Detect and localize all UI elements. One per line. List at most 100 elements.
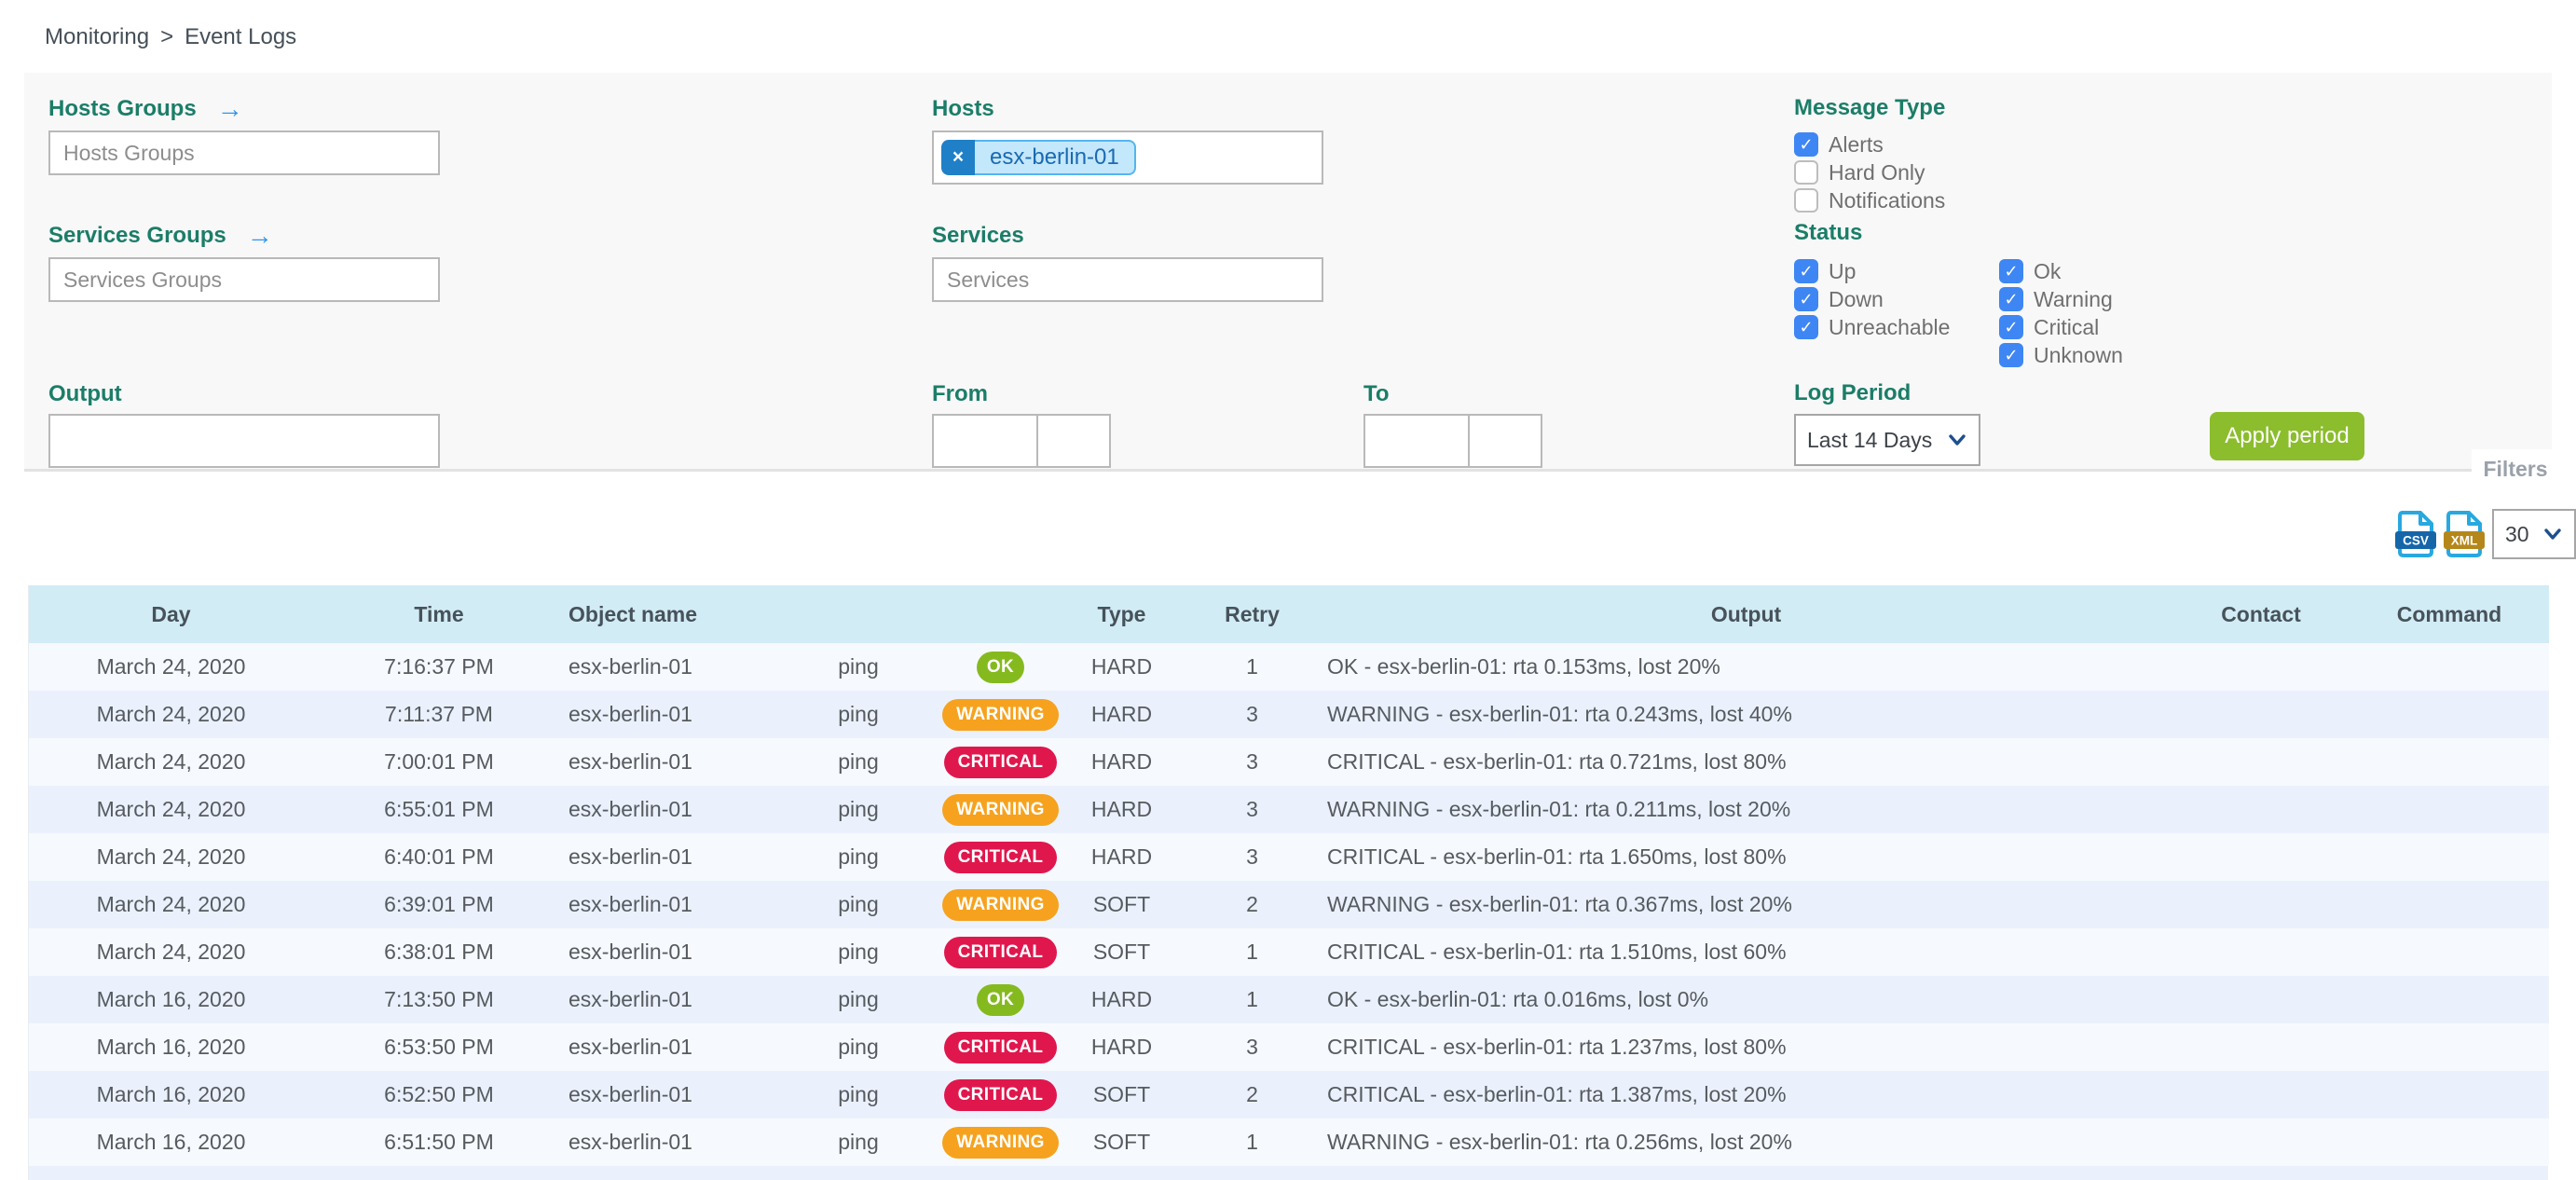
checkbox-checked-icon[interactable]: ✓ bbox=[1999, 343, 2023, 367]
checkbox-up[interactable]: ✓ Up bbox=[1794, 257, 1999, 285]
table-row: March 24, 2020 7:00:01 PM esx-berlin-01 … bbox=[29, 738, 2549, 786]
checkbox-critical[interactable]: ✓ Critical bbox=[1999, 313, 2123, 341]
log-period-select[interactable]: Last 14 Days bbox=[1794, 414, 1980, 466]
cell-status: CRITICAL bbox=[942, 1023, 1059, 1071]
status-badge: WARNING bbox=[942, 888, 1059, 921]
checkbox-checked-icon[interactable]: ✓ bbox=[1794, 287, 1818, 311]
table-row: March 24, 2020 7:11:37 PM esx-berlin-01 … bbox=[29, 691, 2549, 738]
to-date-input[interactable] bbox=[1363, 414, 1470, 468]
cell-service: ping bbox=[838, 892, 879, 916]
chip-remove-icon[interactable]: × bbox=[941, 140, 975, 175]
cell-day: March 16, 2020 bbox=[96, 1035, 246, 1059]
services-groups-input[interactable] bbox=[48, 257, 440, 302]
log-period-value: Last 14 Days bbox=[1807, 427, 1933, 452]
checkbox-checked-icon[interactable]: ✓ bbox=[1999, 259, 2023, 283]
status-options-hosts: ✓ Up ✓ Down ✓ Unreachable bbox=[1794, 257, 1999, 369]
checkbox-notifications[interactable]: Notifications bbox=[1794, 186, 1945, 214]
apply-period-button[interactable]: Apply period bbox=[2210, 412, 2364, 460]
cell-type: HARD bbox=[1090, 749, 1153, 774]
status-badge: CRITICAL bbox=[943, 746, 1058, 778]
cell-output: CRITICAL - esx-berlin-01: rta 1.237ms, l… bbox=[1327, 1035, 1787, 1059]
cell-command bbox=[2350, 738, 2549, 786]
cell-object-name: esx-berlin-01 bbox=[569, 654, 692, 679]
header-retry: Retry bbox=[1225, 601, 1280, 626]
cell-day: March 24, 2020 bbox=[96, 702, 246, 726]
services-groups-arrow-icon[interactable]: → bbox=[246, 221, 273, 250]
hosts-group: Hosts × esx-berlin-01 bbox=[932, 95, 1323, 185]
to-time-input[interactable] bbox=[1468, 414, 1542, 468]
filters-tab[interactable]: Filters bbox=[2472, 449, 2559, 488]
checkbox-label: Unknown bbox=[2034, 342, 2123, 367]
breadcrumb-separator: > bbox=[160, 24, 174, 49]
cell-output: CRITICAL - esx-berlin-01: rta 1.510ms, l… bbox=[1327, 940, 1787, 964]
cell-day: March 24, 2020 bbox=[96, 940, 246, 964]
cell-service: ping bbox=[838, 844, 879, 869]
cell-service: ping bbox=[838, 940, 879, 964]
cell-object-name: esx-berlin-01 bbox=[569, 987, 692, 1011]
checkbox-checked-icon[interactable]: ✓ bbox=[1794, 315, 1818, 339]
checkbox-unchecked-icon[interactable] bbox=[1794, 188, 1818, 213]
table-row: March 24, 2020 6:55:01 PM esx-berlin-01 … bbox=[29, 786, 2549, 833]
checkbox-checked-icon[interactable]: ✓ bbox=[1794, 259, 1818, 283]
checkbox-label: Hard Only bbox=[1829, 159, 1925, 185]
cell-command bbox=[2350, 786, 2549, 833]
cell-service: ping bbox=[838, 749, 879, 774]
cell-retry: 3 bbox=[1246, 844, 1258, 869]
services-input[interactable] bbox=[932, 257, 1323, 302]
cell-contact bbox=[2172, 881, 2350, 928]
cell-time: 6:51:50 PM bbox=[384, 1130, 494, 1154]
header-command: Command bbox=[2396, 601, 2502, 626]
services-label: Services bbox=[932, 223, 1024, 248]
checkbox-down[interactable]: ✓ Down bbox=[1794, 285, 1999, 313]
cell-command bbox=[2350, 1118, 2549, 1166]
cell-time: 7:00:01 PM bbox=[384, 749, 494, 774]
cell-type: SOFT bbox=[1092, 1082, 1151, 1106]
table-row: March 16, 2020 7:13:50 PM esx-berlin-01 … bbox=[29, 976, 2549, 1023]
cell-type: HARD bbox=[1090, 654, 1153, 679]
hosts-input[interactable]: × esx-berlin-01 bbox=[932, 130, 1323, 185]
from-time-input[interactable] bbox=[1036, 414, 1111, 468]
checkbox-ok[interactable]: ✓ Ok bbox=[1999, 257, 2123, 285]
status-badge: WARNING bbox=[942, 1126, 1059, 1159]
checkbox-label: Up bbox=[1829, 258, 1857, 283]
cell-contact bbox=[2172, 928, 2350, 976]
from-date-input[interactable] bbox=[932, 414, 1038, 468]
cell-day: March 16, 2020 bbox=[96, 987, 246, 1011]
checkbox-checked-icon[interactable]: ✓ bbox=[1794, 132, 1818, 157]
cell-retry: 2 bbox=[1246, 892, 1258, 916]
cell-output: WARNING - esx-berlin-01: rta 0.243ms, lo… bbox=[1327, 702, 1792, 726]
hosts-groups-arrow-icon[interactable]: → bbox=[216, 94, 243, 123]
cell-time: 6:40:01 PM bbox=[384, 844, 494, 869]
cell-service: ping bbox=[838, 1082, 879, 1106]
cell-day: March 24, 2020 bbox=[96, 749, 246, 774]
export-xml-icon[interactable]: XML bbox=[2444, 510, 2485, 558]
page-size-select[interactable]: 30 bbox=[2492, 509, 2576, 559]
checkbox-alerts[interactable]: ✓ Alerts bbox=[1794, 130, 1945, 158]
header-output: Output bbox=[1710, 601, 1782, 626]
cell-contact bbox=[2172, 1071, 2350, 1118]
header-day: Day bbox=[151, 601, 191, 626]
cell-service: ping bbox=[838, 987, 879, 1011]
cell-object-name: esx-berlin-01 bbox=[569, 797, 692, 821]
cell-time: 7:13:50 PM bbox=[384, 987, 494, 1011]
checkbox-warning[interactable]: ✓ Warning bbox=[1999, 285, 2123, 313]
checkbox-hard-only[interactable]: Hard Only bbox=[1794, 158, 1945, 186]
output-input[interactable] bbox=[48, 414, 440, 468]
chip-label: esx-berlin-01 bbox=[975, 140, 1136, 175]
breadcrumb-monitoring[interactable]: Monitoring bbox=[45, 24, 150, 49]
hosts-groups-input[interactable] bbox=[48, 130, 440, 175]
cell-contact bbox=[2172, 738, 2350, 786]
cell-output: WARNING - esx-berlin-01: rta 0.367ms, lo… bbox=[1327, 892, 1792, 916]
cell-retry: 1 bbox=[1246, 940, 1258, 964]
export-csv-icon[interactable]: CSV bbox=[2395, 510, 2436, 558]
cell-time: 6:55:01 PM bbox=[384, 797, 494, 821]
cell-service: ping bbox=[838, 702, 879, 726]
checkbox-checked-icon[interactable]: ✓ bbox=[1999, 287, 2023, 311]
checkbox-unreachable[interactable]: ✓ Unreachable bbox=[1794, 313, 1999, 341]
log-period-label: Log Period bbox=[1794, 380, 1911, 405]
cell-type: HARD bbox=[1090, 1035, 1153, 1059]
cell-retry: 3 bbox=[1246, 797, 1258, 821]
checkbox-unknown[interactable]: ✓ Unknown bbox=[1999, 341, 2123, 369]
checkbox-checked-icon[interactable]: ✓ bbox=[1999, 315, 2023, 339]
checkbox-unchecked-icon[interactable] bbox=[1794, 160, 1818, 185]
